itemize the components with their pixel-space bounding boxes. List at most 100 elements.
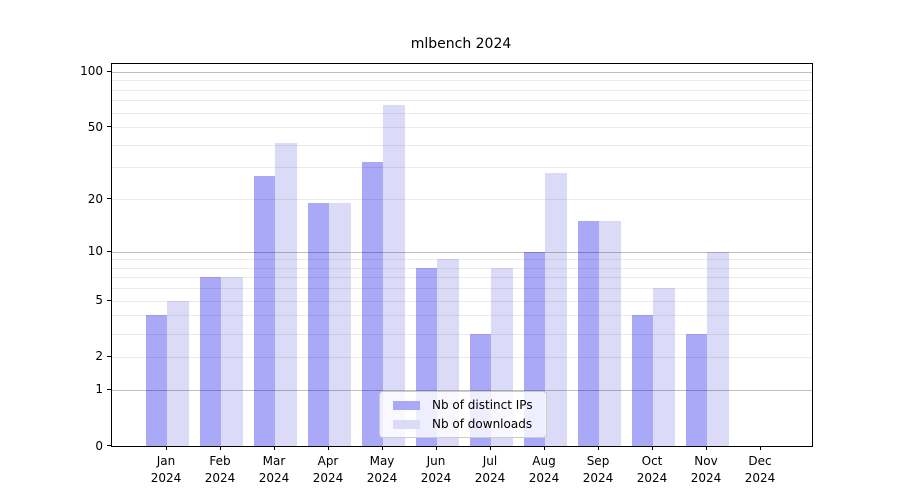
- x-tick: [760, 446, 761, 450]
- gridline-major: [112, 71, 812, 73]
- x-tick-label: Jul 2024: [460, 453, 520, 487]
- y-tick: [107, 388, 111, 390]
- x-tick-year: 2024: [258, 471, 290, 485]
- x-tick: [706, 446, 707, 450]
- gridline-minor: [112, 259, 812, 261]
- x-tick: [490, 446, 491, 450]
- x-tick-label: Oct 2024: [622, 453, 682, 487]
- gridline-major: [112, 389, 812, 391]
- plot-area: Nb of distinct IPs Nb of downloads: [111, 63, 813, 447]
- x-tick-month: Nov: [694, 454, 718, 468]
- gridline-minor: [112, 144, 812, 146]
- x-tick-year: 2024: [528, 471, 560, 485]
- x-tick-label: Apr 2024: [298, 453, 358, 487]
- y-tick: [107, 126, 111, 128]
- gridline-minor: [112, 300, 812, 302]
- x-tick-label: Aug 2024: [514, 453, 574, 487]
- gridline-minor: [112, 100, 812, 102]
- x-tick: [382, 446, 383, 450]
- y-tick-label: 2: [95, 349, 103, 364]
- x-tick-year: 2024: [312, 471, 344, 485]
- x-tick-year: 2024: [204, 471, 236, 485]
- x-tick-label: Jan 2024: [136, 453, 196, 487]
- x-tick: [220, 446, 221, 450]
- x-tick-month: Mar: [262, 454, 286, 468]
- bar-ips: [631, 315, 653, 446]
- legend-swatch-downloads: [393, 419, 420, 429]
- legend-swatch-ips: [393, 400, 420, 410]
- gridline-minor: [112, 112, 812, 114]
- x-tick-month: Jul: [482, 454, 498, 468]
- bar-ips: [685, 333, 707, 446]
- x-tick-year: 2024: [582, 471, 614, 485]
- gridline-minor: [112, 89, 812, 91]
- x-tick: [598, 446, 599, 450]
- y-tick: [107, 299, 111, 301]
- bar-downloads: [545, 172, 567, 446]
- x-tick-label: Mar 2024: [244, 453, 304, 487]
- legend-item-downloads: Nb of downloads: [388, 417, 538, 431]
- bar-downloads: [275, 142, 297, 446]
- y-tick-label: 5: [95, 293, 103, 308]
- y-tick-label: 100: [80, 64, 103, 79]
- x-tick-month: May: [369, 454, 395, 468]
- bar-ips: [253, 175, 275, 446]
- x-tick: [328, 446, 329, 450]
- bar-downloads: [599, 221, 621, 446]
- x-tick: [544, 446, 545, 450]
- x-tick-label: Feb 2024: [190, 453, 250, 487]
- bar-downloads: [707, 251, 729, 446]
- legend-label-downloads: Nb of downloads: [432, 417, 533, 431]
- x-tick: [436, 446, 437, 450]
- y-tick: [107, 250, 111, 252]
- bar-ips: [145, 315, 167, 446]
- bar-ips: [307, 203, 329, 446]
- gridline-minor: [112, 356, 812, 358]
- y-tick: [107, 445, 111, 446]
- legend-label-ips: Nb of distinct IPs: [432, 398, 533, 412]
- legend: Nb of distinct IPs Nb of downloads: [379, 391, 547, 438]
- gridline-minor: [112, 288, 812, 290]
- x-tick-month: Feb: [209, 454, 231, 468]
- x-tick-year: 2024: [366, 471, 398, 485]
- gridline-minor: [112, 315, 812, 317]
- x-tick-month: Jun: [426, 454, 446, 468]
- bar-downloads: [329, 203, 351, 446]
- x-tick-month: Sep: [586, 454, 610, 468]
- x-tick: [166, 446, 167, 450]
- x-tick-month: Jan: [156, 454, 176, 468]
- y-tick-label: 10: [87, 244, 103, 258]
- y-tick-label: 20: [87, 191, 103, 206]
- x-tick-year: 2024: [636, 471, 668, 485]
- gridline-minor: [112, 267, 812, 269]
- x-tick-month: Oct: [641, 454, 663, 468]
- x-tick-label: Jun 2024: [406, 453, 466, 487]
- gridline-major: [112, 251, 812, 253]
- bar-downloads: [653, 288, 675, 446]
- bar-downloads: [383, 104, 405, 446]
- x-tick: [652, 446, 653, 450]
- gridline-minor: [112, 199, 812, 201]
- legend-item-distinct-ips: Nb of distinct IPs: [388, 398, 538, 412]
- y-tick-label: 0: [95, 438, 103, 453]
- gridline-minor: [112, 80, 812, 82]
- gridline-minor: [112, 167, 812, 169]
- bar-downloads: [167, 300, 189, 446]
- bar-ips: [199, 277, 221, 446]
- x-tick-label: May 2024: [352, 453, 412, 487]
- y-tick-label: 50: [87, 119, 103, 134]
- x-tick-month: Dec: [748, 454, 772, 468]
- x-tick: [274, 446, 275, 450]
- x-tick-year: 2024: [744, 471, 776, 485]
- y-tick: [107, 198, 111, 200]
- bar-ips: [577, 221, 599, 446]
- x-tick-month: Apr: [317, 454, 339, 468]
- x-tick-label: Dec 2024: [730, 453, 790, 487]
- x-tick-year: 2024: [690, 471, 722, 485]
- gridline-minor: [112, 333, 812, 335]
- x-tick-year: 2024: [474, 471, 506, 485]
- x-tick-year: 2024: [420, 471, 452, 485]
- gridline-minor: [112, 277, 812, 279]
- x-tick-label: Sep 2024: [568, 453, 628, 487]
